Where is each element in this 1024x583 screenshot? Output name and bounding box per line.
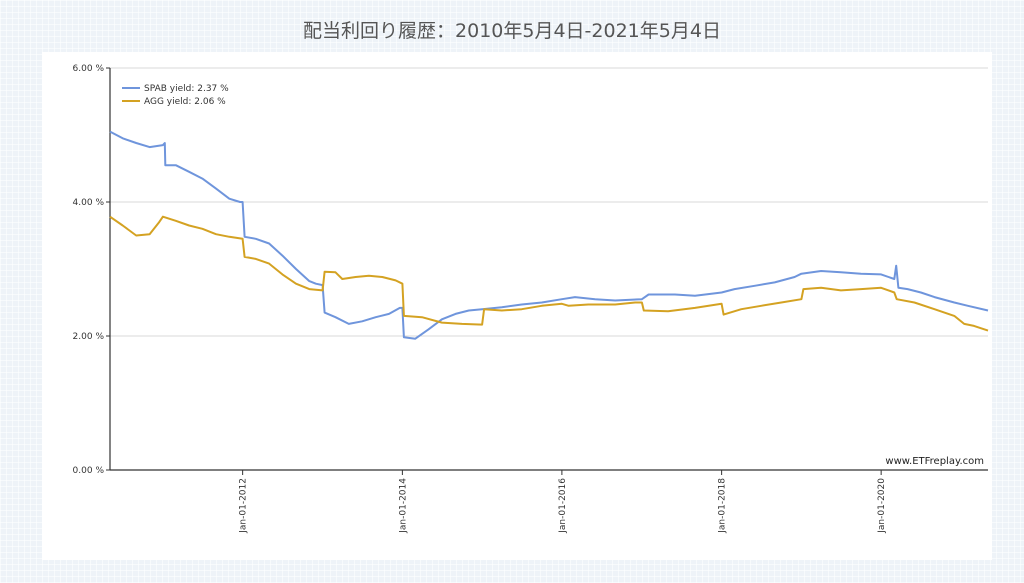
- chart-panel: 0.00 % 2.00 % 4.00 % 6.00 % Jan-01-2012 Jan-…: [42, 52, 992, 560]
- grid-lines: [110, 67, 988, 471]
- y-tick-label: 2.00 %: [73, 332, 105, 342]
- series-lines: [109, 130, 989, 340]
- x-tick-label: Jan-01-2020: [877, 478, 887, 534]
- watermark: www.ETFreplay.com: [885, 456, 984, 467]
- x-tick-label: Jan-01-2018: [718, 478, 728, 534]
- x-tick-label: Jan-01-2014: [398, 478, 408, 534]
- series-line-0: [109, 130, 989, 340]
- series-line-1: [109, 215, 989, 332]
- chart-title: 配当利回り履歴：2010年5月4日-2021年5月4日: [303, 20, 721, 42]
- y-tick-labels: 0.00 % 2.00 % 4.00 % 6.00 %: [73, 64, 105, 476]
- y-tick-label: 6.00 %: [73, 64, 105, 74]
- x-tick-labels: Jan-01-2012 Jan-01-2014 Jan-01-2016 Jan-01-…: [239, 478, 888, 534]
- y-tick-label: 4.00 %: [73, 198, 105, 208]
- axes: [106, 67, 988, 475]
- legend: SPAB yield: 2.37 % AGG yield: 2.06 %: [122, 84, 229, 107]
- x-tick-label: Jan-01-2012: [239, 478, 249, 534]
- x-tick-label: Jan-01-2016: [558, 478, 568, 534]
- legend-label: AGG yield: 2.06 %: [144, 97, 226, 107]
- legend-label: SPAB yield: 2.37 %: [144, 84, 229, 94]
- y-tick-label: 0.00 %: [73, 466, 105, 476]
- line-chart: 0.00 %2.00 %4.00 %6.00 % Jan-01-2012 Jan-…: [73, 64, 989, 534]
